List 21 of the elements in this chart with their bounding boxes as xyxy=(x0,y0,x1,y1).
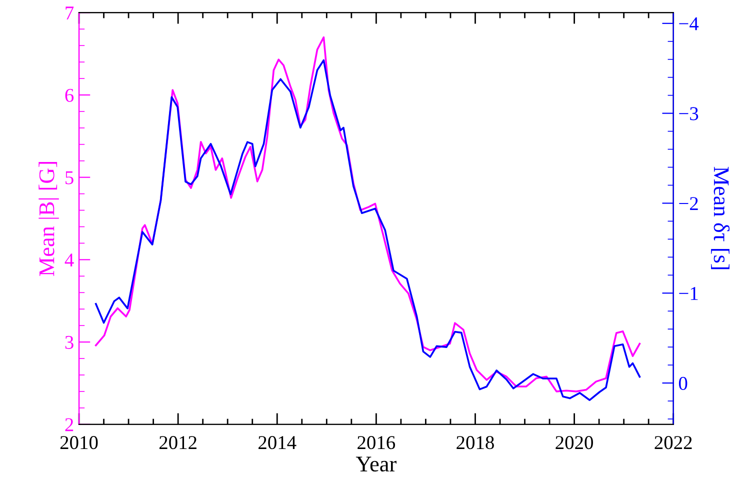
y-tick-label: 2 xyxy=(65,418,74,432)
y2-tick-label: −1 xyxy=(679,287,698,300)
y2-tick-label: −2 xyxy=(679,197,698,210)
y2-tick-label: 0 xyxy=(678,376,688,390)
y2-tick-label: −3 xyxy=(679,107,698,120)
x-tick-label: 2018 xyxy=(456,436,494,450)
y-tick-label: 3 xyxy=(65,336,74,349)
y-axis-title: Mean |B| [G] xyxy=(38,162,59,276)
y-tick-label: 4 xyxy=(64,254,74,266)
x-tick-label: 2010 xyxy=(60,436,98,450)
x-tick-label: 2016 xyxy=(358,436,396,450)
y-tick-label: 5 xyxy=(66,171,74,184)
y-tick-label: 7 xyxy=(66,6,74,20)
x-axis-title: Year xyxy=(356,456,396,472)
y-tick-label: 6 xyxy=(65,88,74,102)
x-tick-label: 2020 xyxy=(556,436,593,450)
x-tick-label: 2014 xyxy=(258,436,296,450)
x-tick-label: 2012 xyxy=(159,436,196,450)
y2-axis-title: Mean δτ [s] xyxy=(711,166,730,270)
x-tick-label: 2022 xyxy=(654,436,692,450)
y2-tick-label: −4 xyxy=(679,17,699,30)
